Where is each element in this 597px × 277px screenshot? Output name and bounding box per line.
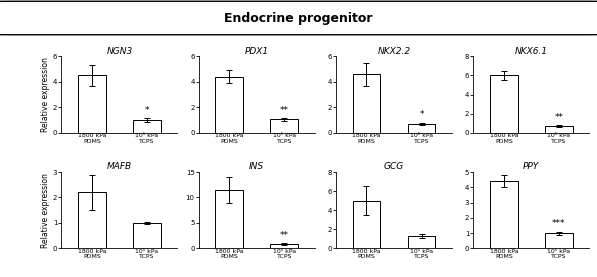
Title: PPY: PPY	[523, 162, 540, 171]
Bar	[545, 126, 573, 133]
Text: *: *	[144, 106, 149, 115]
Bar	[353, 201, 380, 248]
Title: PDX1: PDX1	[245, 47, 269, 56]
Title: MAFB: MAFB	[107, 162, 132, 171]
Bar	[408, 124, 435, 133]
Text: ***: ***	[552, 219, 565, 229]
Text: *: *	[419, 111, 424, 119]
Text: **: **	[280, 106, 289, 115]
Bar	[133, 120, 161, 133]
FancyBboxPatch shape	[0, 1, 597, 35]
Title: GCG: GCG	[384, 162, 404, 171]
Text: **: **	[555, 113, 564, 122]
Bar	[490, 181, 518, 248]
Y-axis label: Relative expression: Relative expression	[41, 57, 50, 132]
Bar	[270, 244, 298, 248]
Bar	[408, 236, 435, 248]
Text: **: **	[280, 231, 289, 240]
Bar	[78, 75, 106, 133]
Bar	[353, 74, 380, 133]
Title: INS: INS	[249, 162, 264, 171]
Title: NKX2.2: NKX2.2	[377, 47, 411, 56]
Bar	[216, 77, 243, 133]
Text: Endocrine progenitor: Endocrine progenitor	[224, 12, 373, 24]
Bar	[78, 192, 106, 248]
Title: NKX6.1: NKX6.1	[515, 47, 548, 56]
Bar	[490, 75, 518, 133]
Bar	[545, 233, 573, 248]
Y-axis label: Relative expression: Relative expression	[41, 173, 50, 248]
Title: NGN3: NGN3	[106, 47, 133, 56]
Bar	[216, 190, 243, 248]
Bar	[270, 119, 298, 133]
Bar	[133, 223, 161, 248]
